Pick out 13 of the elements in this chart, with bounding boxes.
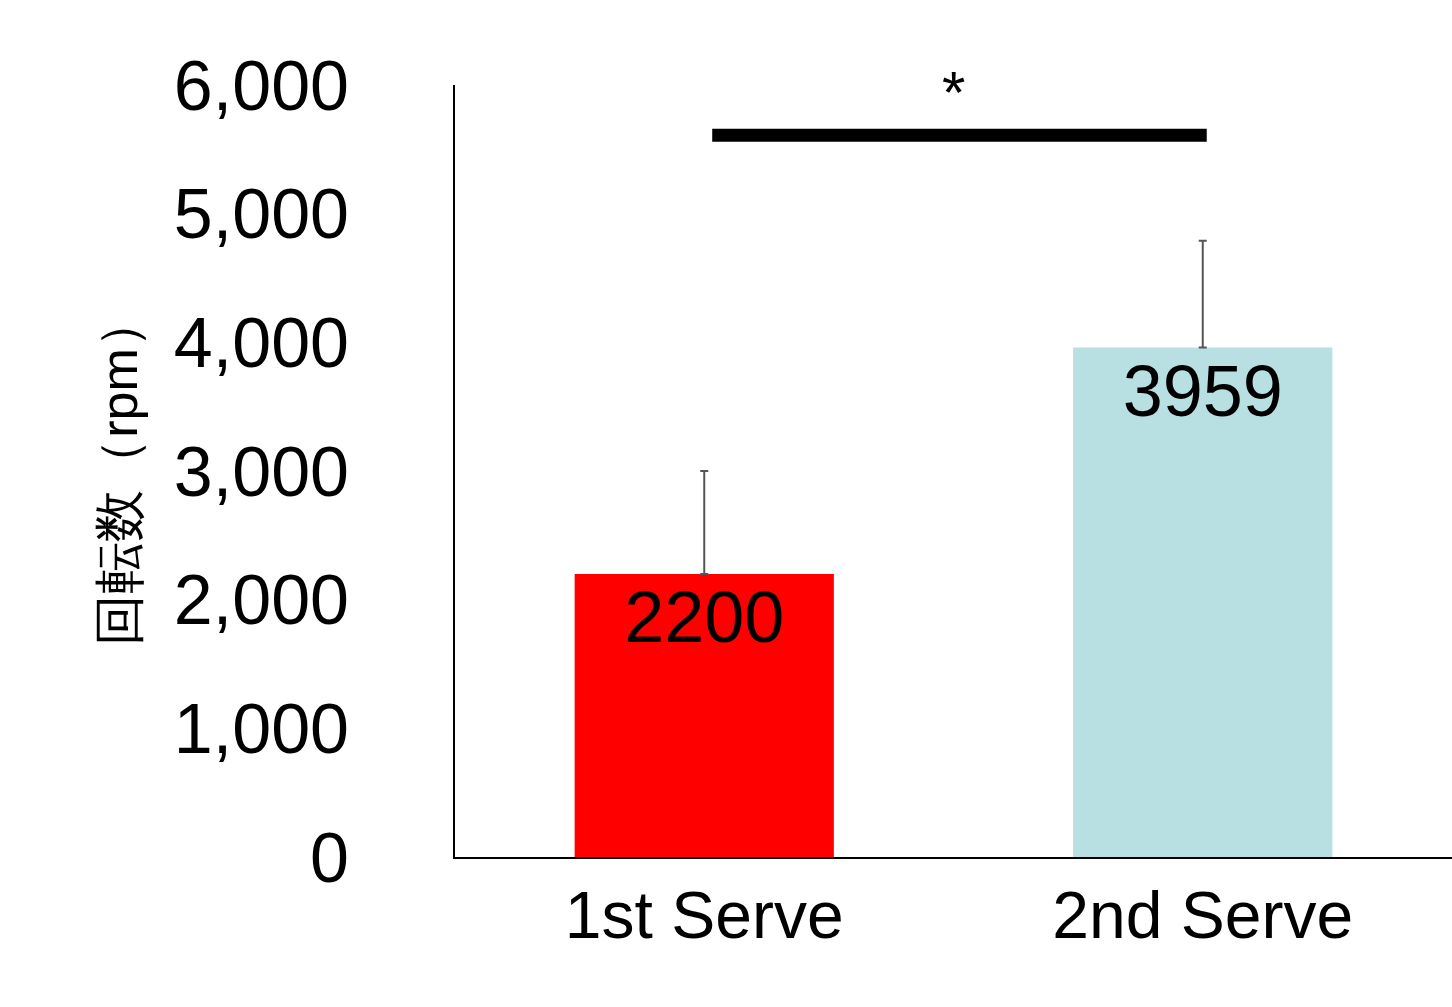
annotation: *	[942, 59, 966, 126]
y-tick-label: 5,000	[173, 175, 349, 254]
x-tick-label: 1st Serve	[564, 878, 844, 953]
y-tick-label: 3,000	[173, 432, 349, 511]
x-tick-label: 2nd Serve	[1052, 878, 1354, 953]
y-tick-label: 4,000	[173, 303, 349, 382]
data-label: 2200	[624, 576, 785, 657]
y-tick-label: 2,000	[173, 561, 349, 640]
y-axis-title: 回転数（rpm）	[89, 296, 148, 646]
data-label: 3959	[1122, 350, 1283, 431]
y-tick-label: 1,000	[173, 689, 349, 768]
y-tick-label: 6,000	[173, 46, 349, 125]
y-tick-label: 0	[310, 818, 349, 897]
